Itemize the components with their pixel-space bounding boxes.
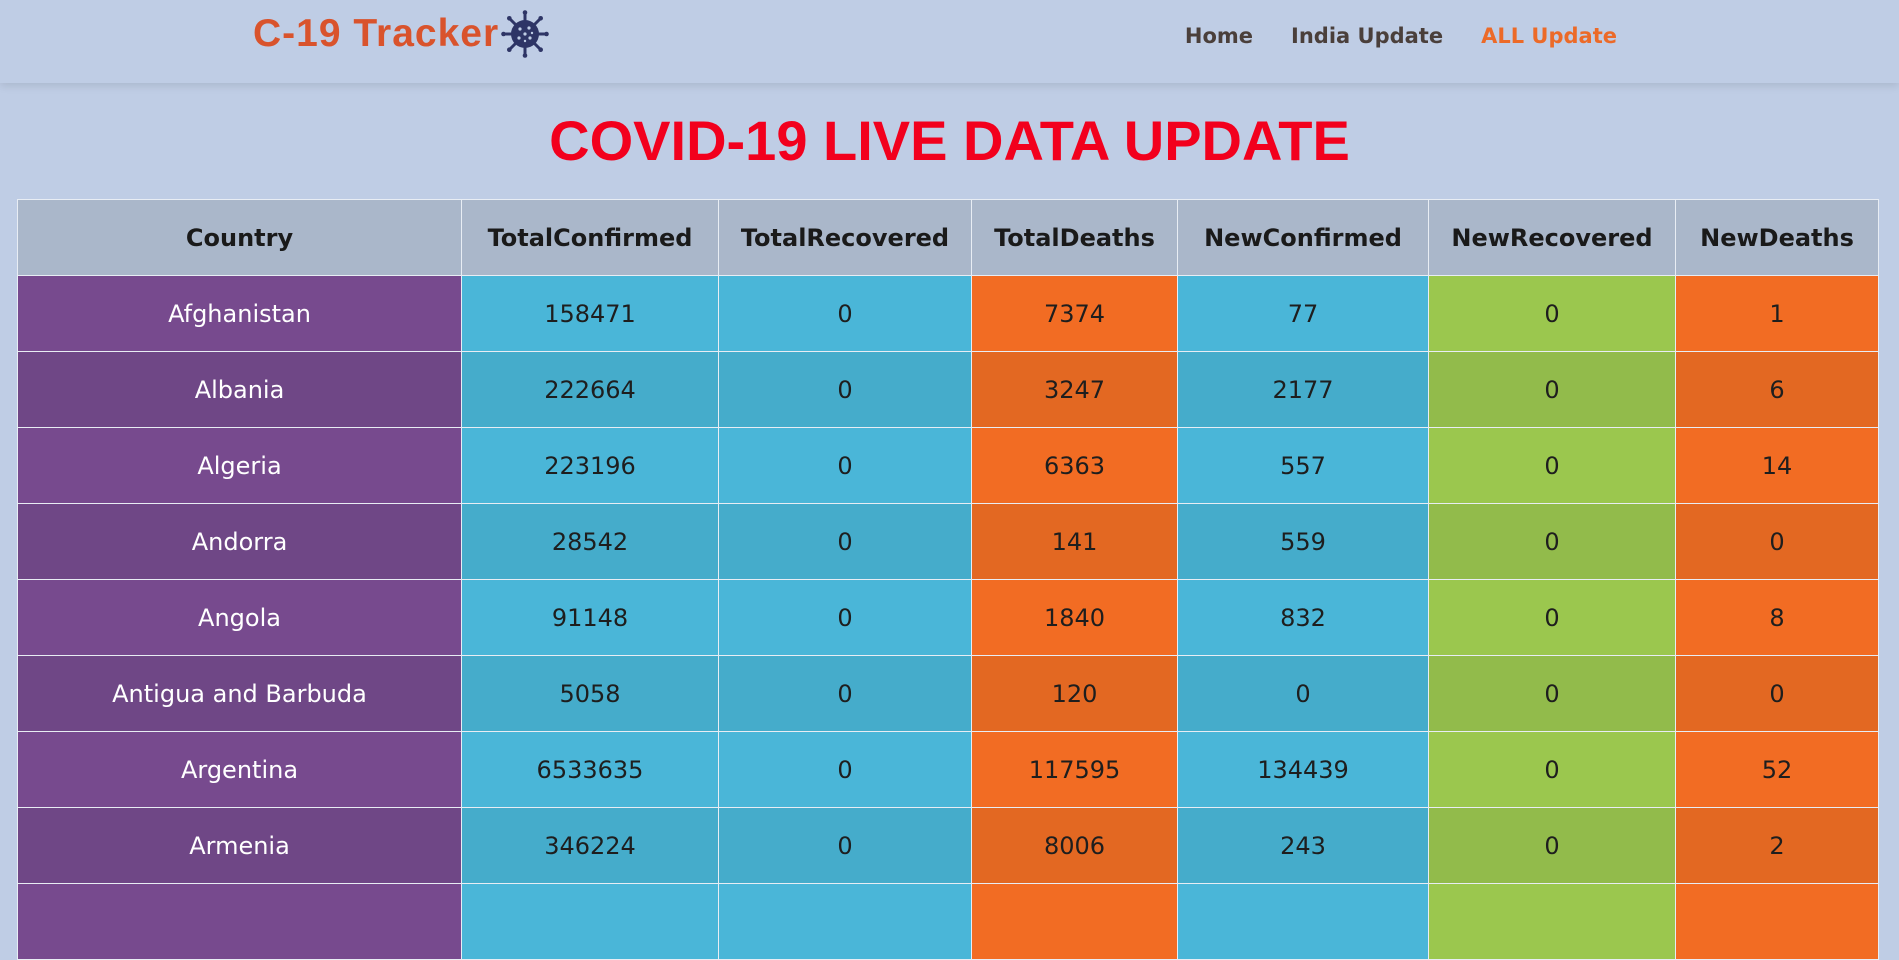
cell-total-confirmed xyxy=(461,883,719,960)
cell-new-deaths: 0 xyxy=(1675,503,1879,580)
cell-total-recovered: 0 xyxy=(718,579,972,656)
cell-total-confirmed: 222664 xyxy=(461,351,719,428)
header-total-confirmed[interactable]: TotalConfirmed xyxy=(461,199,719,276)
cell-total-recovered: 0 xyxy=(718,731,972,808)
cell-total-deaths: 6363 xyxy=(971,427,1178,504)
cell-new-confirmed: 2177 xyxy=(1177,351,1429,428)
table-row: Albania 222664 0 3247 2177 0 6 xyxy=(17,351,1879,428)
table-row: Antigua and Barbuda 5058 0 120 0 0 0 xyxy=(17,655,1879,732)
header-country[interactable]: Country xyxy=(17,199,462,276)
cell-new-deaths: 14 xyxy=(1675,427,1879,504)
cell-total-recovered: 0 xyxy=(718,351,972,428)
page-title: COVID-19 LIVE DATA UPDATE xyxy=(549,109,1350,172)
navbar: C-19 Tracker xyxy=(0,0,1899,83)
cell-new-recovered: 0 xyxy=(1428,503,1676,580)
nav-home-link[interactable]: Home xyxy=(1184,24,1254,48)
header-new-confirmed[interactable]: NewConfirmed xyxy=(1177,199,1429,276)
cell-new-confirmed: 77 xyxy=(1177,275,1429,352)
brand-text: C-19 Tracker xyxy=(253,12,500,55)
cell-total-recovered: 0 xyxy=(718,655,972,732)
cell-total-confirmed: 223196 xyxy=(461,427,719,504)
data-table-container: Country TotalConfirmed TotalRecovered To… xyxy=(17,199,1879,960)
cell-new-deaths: 6 xyxy=(1675,351,1879,428)
cell-total-confirmed: 91148 xyxy=(461,579,719,656)
cell-new-confirmed: 557 xyxy=(1177,427,1429,504)
header-new-deaths[interactable]: NewDeaths xyxy=(1675,199,1879,276)
cell-country: Antigua and Barbuda xyxy=(17,655,462,732)
cell-total-confirmed: 6533635 xyxy=(461,731,719,808)
cell-new-confirmed: 832 xyxy=(1177,579,1429,656)
cell-total-recovered: 0 xyxy=(718,503,972,580)
cell-country: Andorra xyxy=(17,503,462,580)
cell-total-confirmed: 28542 xyxy=(461,503,719,580)
cell-new-deaths: 8 xyxy=(1675,579,1879,656)
cell-total-deaths: 141 xyxy=(971,503,1178,580)
cell-total-recovered: 0 xyxy=(718,427,972,504)
table-row: Andorra 28542 0 141 559 0 0 xyxy=(17,503,1879,580)
cell-total-recovered: 0 xyxy=(718,807,972,884)
main-nav: Home India Update ALL Update xyxy=(1185,24,1617,48)
table-body: Afghanistan 158471 0 7374 77 0 1 Albania 222664 0… xyxy=(17,275,1879,960)
cell-country: Algeria xyxy=(17,427,462,504)
table-row xyxy=(17,883,1879,960)
cell-new-recovered: 0 xyxy=(1428,731,1676,808)
cell-new-recovered: 0 xyxy=(1428,275,1676,352)
table-row: Angola 91148 0 1840 832 0 8 xyxy=(17,579,1879,656)
cell-total-deaths: 117595 xyxy=(971,731,1178,808)
header-new-recovered[interactable]: NewRecovered xyxy=(1428,199,1676,276)
cell-new-deaths: 52 xyxy=(1675,731,1879,808)
cell-new-deaths: 2 xyxy=(1675,807,1879,884)
table-row: Argentina 6533635 0 117595 134439 0 52 xyxy=(17,731,1879,808)
cell-new-deaths: 0 xyxy=(1675,655,1879,732)
cell-country: Argentina xyxy=(17,731,462,808)
cell-new-recovered: 0 xyxy=(1428,579,1676,656)
header-total-recovered[interactable]: TotalRecovered xyxy=(718,199,972,276)
table-header-row: Country TotalConfirmed TotalRecovered To… xyxy=(17,199,1879,276)
virus-icon xyxy=(501,10,549,58)
cell-new-recovered: 0 xyxy=(1428,807,1676,884)
cell-new-confirmed xyxy=(1177,883,1429,960)
cell-country: Albania xyxy=(17,351,462,428)
nav-all-update-link[interactable]: ALL Update xyxy=(1481,24,1617,48)
cell-total-recovered xyxy=(718,883,972,960)
cell-new-confirmed: 0 xyxy=(1177,655,1429,732)
cell-country: Afghanistan xyxy=(17,275,462,352)
cell-new-deaths xyxy=(1675,883,1879,960)
cell-total-recovered: 0 xyxy=(718,275,972,352)
header-total-deaths[interactable]: TotalDeaths xyxy=(971,199,1178,276)
cell-total-confirmed: 158471 xyxy=(461,275,719,352)
cell-total-confirmed: 346224 xyxy=(461,807,719,884)
cell-new-recovered xyxy=(1428,883,1676,960)
table-row: Algeria 223196 0 6363 557 0 14 xyxy=(17,427,1879,504)
table-row: Afghanistan 158471 0 7374 77 0 1 xyxy=(17,275,1879,352)
cell-new-recovered: 0 xyxy=(1428,351,1676,428)
covid-data-table: Country TotalConfirmed TotalRecovered To… xyxy=(17,199,1879,960)
cell-new-confirmed: 243 xyxy=(1177,807,1429,884)
cell-total-confirmed: 5058 xyxy=(461,655,719,732)
cell-new-recovered: 0 xyxy=(1428,655,1676,732)
cell-new-recovered: 0 xyxy=(1428,427,1676,504)
cell-total-deaths: 7374 xyxy=(971,275,1178,352)
cell-total-deaths: 8006 xyxy=(971,807,1178,884)
cell-new-confirmed: 559 xyxy=(1177,503,1429,580)
cell-country: Angola xyxy=(17,579,462,656)
cell-country xyxy=(17,883,462,960)
cell-new-deaths: 1 xyxy=(1675,275,1879,352)
cell-total-deaths: 1840 xyxy=(971,579,1178,656)
cell-new-confirmed: 134439 xyxy=(1177,731,1429,808)
cell-total-deaths: 120 xyxy=(971,655,1178,732)
nav-india-update-link[interactable]: India Update xyxy=(1291,24,1444,48)
cell-total-deaths xyxy=(971,883,1178,960)
cell-total-deaths: 3247 xyxy=(971,351,1178,428)
cell-country: Armenia xyxy=(17,807,462,884)
brand-logo[interactable]: C-19 Tracker xyxy=(253,10,549,58)
table-row: Armenia 346224 0 8006 243 0 2 xyxy=(17,807,1879,884)
